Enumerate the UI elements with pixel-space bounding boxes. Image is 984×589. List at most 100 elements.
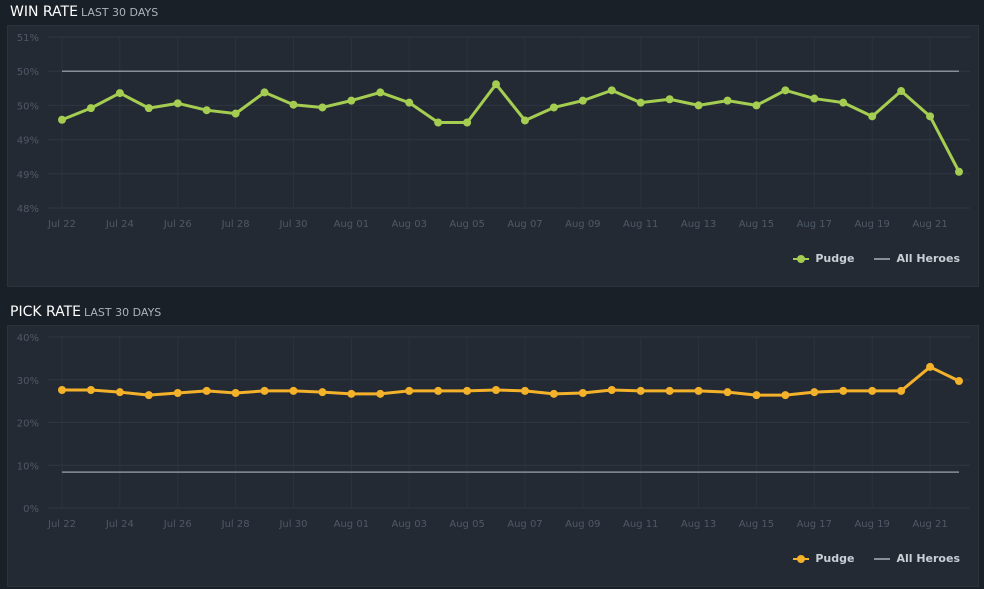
- pudge-data-point: [289, 100, 298, 109]
- pudge-data-point: [897, 386, 906, 395]
- pudge-data-point: [520, 386, 529, 395]
- legend-swatch: [793, 254, 810, 263]
- win-rate-title: WIN RATE LAST 30 DAYS: [10, 4, 158, 20]
- win-rate-chart-panel: 51% 50% 50% 49% 49% 48% Jul 22 Jul 24 Jul 26 Jul …: [7, 25, 979, 287]
- pudge-data-point: [636, 386, 645, 395]
- pudge-data-point: [318, 103, 327, 112]
- pudge-data-point: [781, 86, 790, 95]
- pudge-data-point: [665, 95, 674, 104]
- x-tick-label: Jul 30: [278, 219, 307, 230]
- y-tick-label: 0%: [23, 504, 39, 515]
- x-tick-label: Aug 15: [739, 219, 774, 230]
- x-tick-label: Jul 26: [163, 219, 192, 230]
- pudge-data-point: [810, 388, 819, 397]
- pudge-data-point: [752, 391, 761, 400]
- pudge-data-point: [868, 112, 877, 121]
- x-tick-label: Aug 17: [797, 219, 832, 230]
- pudge-data-point: [231, 109, 240, 118]
- pudge-data-point: [173, 389, 182, 398]
- pudge-data-point: [463, 386, 472, 395]
- pudge-data-point: [115, 89, 124, 98]
- pudge-data-point: [607, 386, 616, 395]
- x-tick-label: Aug 03: [392, 219, 427, 230]
- x-tick-label: Aug 07: [507, 219, 542, 230]
- pudge-data-point: [926, 362, 935, 371]
- pudge-data-point: [86, 386, 95, 395]
- pudge-data-point: [202, 106, 211, 115]
- pudge-data-point: [434, 386, 443, 395]
- subtitle-text: LAST 30 DAYS: [84, 306, 162, 319]
- pudge-data-point: [376, 88, 385, 97]
- x-tick-label: Aug 01: [334, 519, 369, 530]
- win-rate-chart: 51% 50% 50% 49% 49% 48% Jul 22 Jul 24 Jul 26 Jul …: [17, 33, 970, 230]
- pudge-data-point: [318, 388, 327, 397]
- x-tick-label: Aug 05: [449, 519, 484, 530]
- pudge-data-point: [260, 88, 269, 97]
- subtitle-text: LAST 30 DAYS: [80, 6, 159, 19]
- x-tick-label: Jul 24: [105, 519, 134, 530]
- pudge-data-point: [578, 96, 587, 105]
- pick-rate-chart-panel: 40% 30% 20% 10% 0% Jul 22 Jul 24 Jul 26 Jul 28 Ju…: [7, 325, 979, 587]
- legend-item-all-heroes[interactable]: All Heroes: [874, 252, 960, 265]
- x-tick-label: Jul 28: [221, 219, 250, 230]
- pudge-data-point: [58, 386, 66, 395]
- pudge-data-point: [434, 118, 443, 127]
- x-tick-label: Aug 01: [334, 219, 369, 230]
- x-tick-label: Aug 03: [392, 519, 427, 530]
- x-tick-label: Jul 24: [105, 219, 134, 230]
- x-tick-label: Aug 11: [623, 519, 658, 530]
- pudge-data-point: [665, 386, 674, 395]
- legend-swatch: [793, 554, 810, 563]
- pudge-data-point: [463, 118, 472, 127]
- x-tick-label: Aug 05: [449, 219, 484, 230]
- pudge-data-point: [144, 104, 153, 113]
- y-tick-label: 40%: [17, 333, 39, 344]
- pudge-data-point: [839, 98, 848, 107]
- pudge-data-point: [405, 386, 414, 395]
- legend-item-all-heroes[interactable]: All Heroes: [874, 552, 960, 565]
- x-tick-label: Aug 19: [854, 219, 889, 230]
- win-rate-legend: Pudge All Heroes: [793, 252, 960, 265]
- title-text: WIN RATE: [10, 4, 78, 20]
- title-text: PICK RATE: [10, 304, 82, 320]
- x-tick-label: Jul 22: [47, 219, 76, 230]
- pudge-line: [62, 365, 960, 397]
- pudge-data-point: [955, 377, 963, 386]
- pudge-data-point: [86, 104, 95, 113]
- x-tick-label: Jul 30: [278, 519, 307, 530]
- pudge-data-point: [636, 98, 645, 107]
- legend-item-pudge[interactable]: Pudge: [793, 552, 854, 565]
- legend-swatch: [874, 557, 891, 560]
- pudge-data-point: [839, 386, 848, 395]
- pudge-data-point: [607, 86, 616, 95]
- x-tick-label: Aug 11: [623, 219, 658, 230]
- x-tick-label: Jul 28: [221, 519, 250, 530]
- x-tick-label: Aug 17: [797, 519, 832, 530]
- x-tick-label: Jul 26: [163, 519, 192, 530]
- x-tick-label: Jul 22: [47, 519, 76, 530]
- x-tick-label: Aug 07: [507, 519, 542, 530]
- legend-swatch: [874, 257, 891, 260]
- pudge-line: [61, 82, 961, 173]
- pudge-data-point: [897, 87, 906, 96]
- pudge-data-point: [694, 386, 703, 395]
- pudge-data-point: [955, 167, 963, 176]
- legend-item-pudge[interactable]: Pudge: [793, 252, 854, 265]
- x-tick-label: Aug 21: [912, 219, 947, 230]
- pudge-data-point: [781, 391, 790, 400]
- pudge-data-point: [723, 96, 732, 105]
- x-tick-label: Aug 13: [681, 519, 716, 530]
- pudge-data-point: [752, 101, 761, 110]
- pudge-data-point: [347, 389, 356, 398]
- pudge-data-point: [810, 94, 819, 103]
- legend-label: Pudge: [815, 252, 855, 265]
- y-tick-label: 10%: [17, 461, 39, 472]
- pudge-data-point: [520, 116, 529, 125]
- pudge-data-point: [260, 386, 269, 395]
- x-tick-label: Aug 15: [739, 519, 774, 530]
- pudge-data-point: [694, 101, 703, 110]
- y-tick-label: 48%: [17, 204, 39, 215]
- legend-label: Pudge: [815, 552, 855, 565]
- pick-rate-chart: 40% 30% 20% 10% 0% Jul 22 Jul 24 Jul 26 Jul 28 Ju…: [17, 333, 970, 530]
- pudge-data-point: [549, 389, 558, 398]
